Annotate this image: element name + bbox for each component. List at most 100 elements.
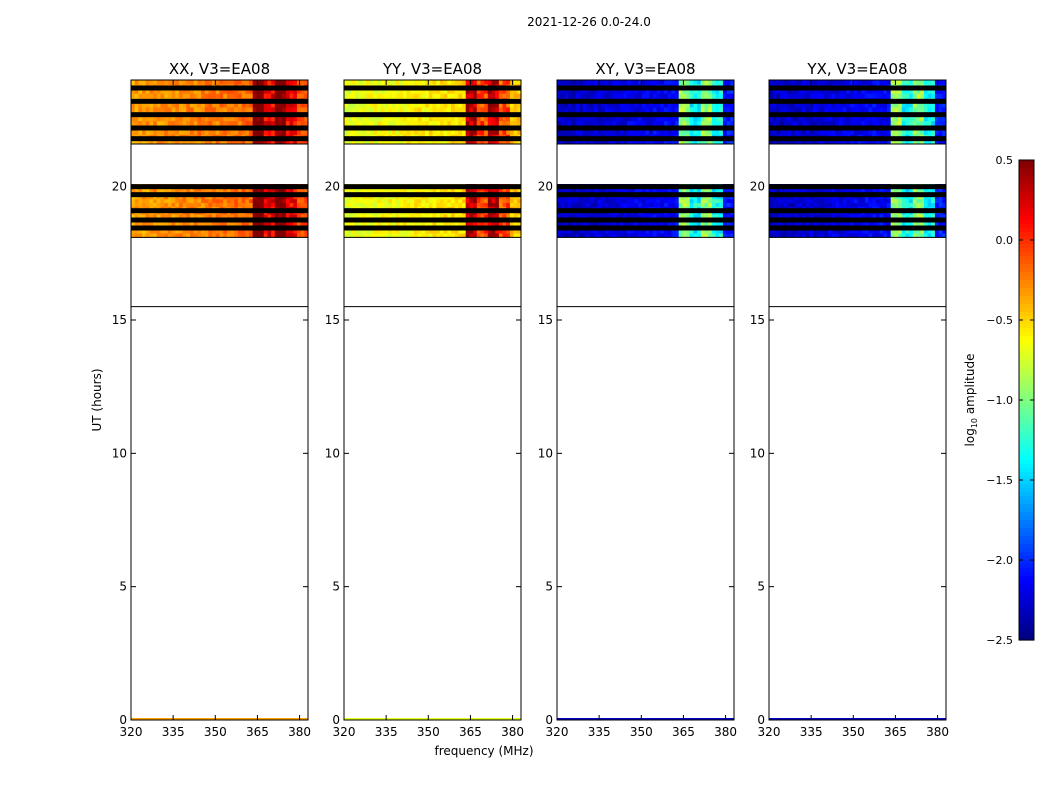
heatmap-cell	[384, 222, 389, 227]
heatmap-cell	[300, 199, 305, 204]
heatmap-cell	[282, 121, 287, 127]
heatmap-cell	[582, 233, 587, 238]
heatmap-cell	[931, 107, 936, 113]
heatmap-cell	[296, 121, 302, 127]
heatmap-cell	[369, 121, 374, 127]
heatmap-cell	[487, 107, 492, 113]
heatmap-cell	[384, 102, 389, 108]
heatmap-cell	[619, 203, 624, 208]
heatmap-cell	[164, 107, 169, 113]
heatmap-cell	[850, 89, 855, 95]
heatmap-cell	[719, 80, 724, 85]
heatmap-cell	[465, 102, 470, 108]
heatmap-cell	[623, 229, 628, 234]
heatmap-cell	[634, 203, 639, 208]
heatmap-cell	[149, 203, 154, 208]
heatmap-cell	[304, 222, 309, 227]
heatmap-cell	[153, 195, 158, 200]
heatmap-cell	[506, 233, 511, 238]
heatmap-cell	[252, 130, 257, 136]
heatmap-cell	[377, 116, 382, 122]
heatmap-cell	[593, 102, 598, 108]
heatmap-cell	[241, 229, 246, 234]
heatmap-cell	[678, 93, 683, 99]
heatmap-cell	[623, 187, 628, 193]
heatmap-cell	[564, 130, 569, 136]
heatmap-cell	[686, 130, 691, 136]
heatmap-cell	[249, 116, 254, 122]
heatmap-cell	[208, 195, 213, 200]
heatmap-cell	[689, 195, 694, 200]
heatmap-cell	[791, 89, 796, 95]
heatmap-cell	[450, 107, 456, 113]
heatmap-cell	[289, 187, 294, 193]
heatmap-cell	[502, 116, 507, 122]
heatmap-cell	[421, 214, 426, 219]
heatmap-cell	[824, 187, 829, 193]
heatmap-cell	[656, 121, 661, 127]
heatmap-cell	[285, 187, 290, 193]
heatmap-cell	[905, 121, 910, 127]
heatmap-cell	[641, 89, 646, 95]
heatmap-cell	[660, 229, 665, 234]
heatmap-cell	[347, 121, 352, 127]
heatmap-cell	[403, 203, 408, 208]
heatmap-cell	[704, 121, 709, 127]
heatmap-cell	[641, 93, 646, 99]
heatmap-cell	[450, 195, 456, 200]
heatmap-cell	[462, 203, 467, 208]
heatmap-cell	[590, 233, 595, 238]
heatmap-cell	[857, 130, 862, 136]
heatmap-cell	[601, 102, 606, 108]
heatmap-cell	[362, 195, 367, 200]
heatmap-cell	[366, 229, 371, 234]
heatmap-cell	[586, 187, 591, 193]
heatmap-cell	[769, 139, 774, 145]
heatmap-xy	[557, 80, 735, 720]
heatmap-cell	[601, 222, 606, 227]
heatmap-cell	[564, 102, 569, 108]
heatmap-cell	[230, 203, 235, 208]
heatmap-cell	[388, 214, 393, 219]
heatmap-cell	[237, 139, 243, 145]
heatmap-cell	[726, 102, 731, 108]
heatmap-cell	[428, 102, 433, 108]
heatmap-cell	[178, 222, 184, 227]
heatmap-cell	[447, 107, 452, 113]
heatmap-cell	[260, 195, 265, 200]
heatmap-cell	[722, 199, 728, 204]
heatmap-cell	[722, 195, 728, 200]
heatmap-cell	[215, 130, 220, 136]
heatmap-cell	[652, 187, 657, 193]
heatmap-cell	[652, 203, 657, 208]
heatmap-cell	[480, 93, 485, 99]
heatmap-cell	[772, 89, 777, 95]
heatmap-cell	[388, 195, 393, 200]
heatmap-cell	[590, 203, 595, 208]
heatmap-cell	[484, 93, 489, 99]
heatmap-cell	[579, 233, 584, 238]
heatmap-cell	[689, 139, 694, 145]
heatmap-cell	[942, 116, 947, 122]
heatmap-cell	[831, 121, 836, 127]
heatmap-cell	[212, 107, 217, 113]
heatmap-cell	[719, 102, 724, 108]
heatmap-cell	[593, 195, 598, 200]
heatmap-cell	[414, 130, 419, 136]
heatmap-cell	[351, 89, 356, 95]
heatmap-cell	[417, 116, 422, 122]
heatmap-cell	[612, 116, 617, 122]
heatmap-cell	[208, 222, 213, 227]
heatmap-cell	[868, 80, 873, 85]
heatmap-cell	[820, 102, 825, 108]
heatmap-cell	[237, 214, 243, 219]
heatmap-cell	[564, 80, 569, 85]
heatmap-cell	[597, 121, 602, 127]
heatmap-cell	[469, 187, 474, 193]
heatmap-cell	[791, 80, 796, 85]
heatmap-cell	[237, 195, 243, 200]
heatmap-cell	[502, 130, 507, 136]
heatmap-cell	[201, 89, 206, 95]
heatmap-cell	[289, 121, 294, 127]
heatmap-cell	[879, 80, 884, 85]
